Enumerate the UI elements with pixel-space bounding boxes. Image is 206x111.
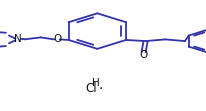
Text: N: N bbox=[14, 34, 22, 44]
Text: O: O bbox=[53, 34, 61, 44]
Text: Cl: Cl bbox=[85, 82, 96, 95]
Text: O: O bbox=[139, 50, 147, 60]
Text: H: H bbox=[92, 78, 100, 88]
Text: ·: · bbox=[98, 82, 103, 96]
